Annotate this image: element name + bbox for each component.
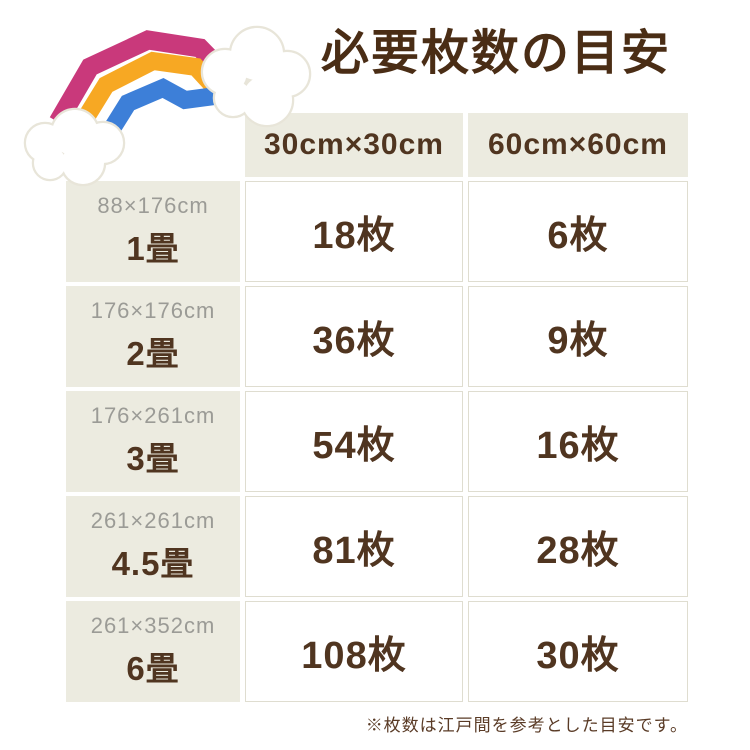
row-dimensions: 261×261cm xyxy=(90,508,216,533)
row-label-1jo: 88×176cm 1畳 xyxy=(66,181,240,282)
left-cloud-fill xyxy=(26,110,123,184)
table-cell: 16枚 xyxy=(468,391,688,492)
table-cell: 36枚 xyxy=(245,286,463,387)
row-label-6jo: 261×352cm 6畳 xyxy=(66,601,240,702)
column-header-30cm: 30cm×30cm xyxy=(245,113,463,177)
row-size: 6畳 xyxy=(126,650,180,687)
table-cell: 81枚 xyxy=(245,496,463,597)
row-label-4-5jo: 261×261cm 4.5畳 xyxy=(66,496,240,597)
table-cell: 54枚 xyxy=(245,391,463,492)
row-size: 3畳 xyxy=(126,440,180,477)
row-dimensions: 176×176cm xyxy=(90,298,216,323)
table-cell: 108枚 xyxy=(245,601,463,702)
row-size: 4.5畳 xyxy=(111,545,195,582)
right-cloud-fill xyxy=(203,28,309,125)
row-dimensions: 261×352cm xyxy=(90,613,216,638)
column-header-60cm: 60cm×60cm xyxy=(468,113,688,177)
row-dimensions: 88×176cm xyxy=(97,193,209,218)
table-cell: 30枚 xyxy=(468,601,688,702)
table-cell: 6枚 xyxy=(468,181,688,282)
table-cell: 9枚 xyxy=(468,286,688,387)
footnote: ※枚数は江戸間を参考とした目安です。 xyxy=(365,716,688,735)
row-dimensions: 176×261cm xyxy=(90,403,216,428)
required-sheets-table: 30cm×30cm 60cm×60cm 88×176cm 1畳 18枚 6枚 1… xyxy=(66,113,688,702)
page-title: 必要枚数の目安 xyxy=(320,27,671,80)
table-cell: 18枚 xyxy=(245,181,463,282)
rainbow-clouds-illustration xyxy=(23,25,312,187)
table-cell: 28枚 xyxy=(468,496,688,597)
row-label-2jo: 176×176cm 2畳 xyxy=(66,286,240,387)
rainbow-arc-blue-icon xyxy=(95,78,217,148)
row-size: 1畳 xyxy=(126,230,180,267)
row-size: 2畳 xyxy=(126,335,180,372)
row-label-3jo: 176×261cm 3畳 xyxy=(66,391,240,492)
